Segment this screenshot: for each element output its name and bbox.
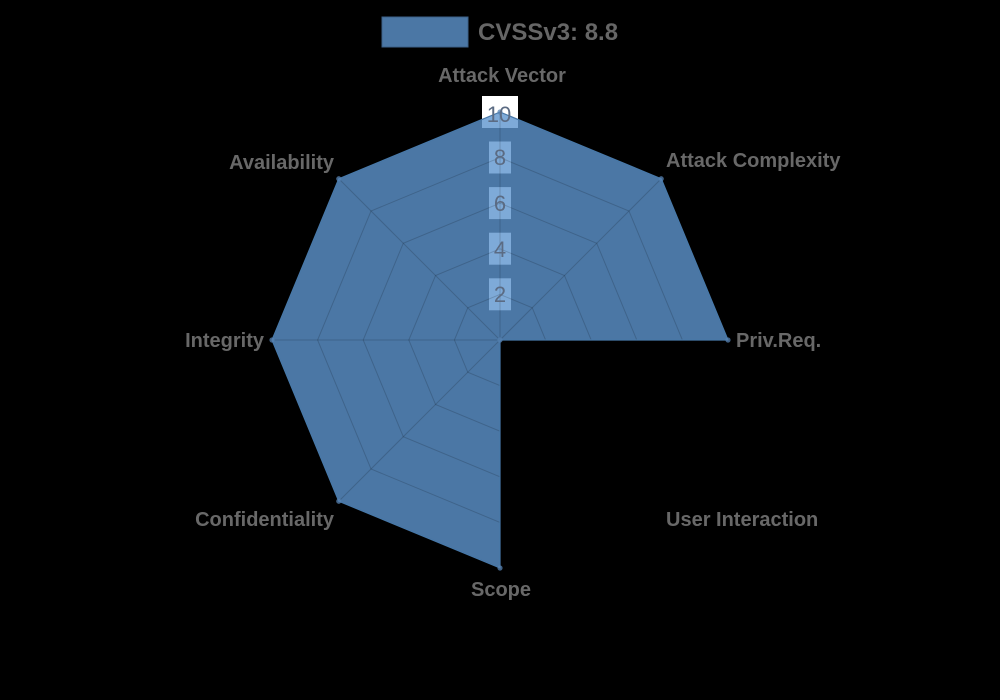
svg-text:8: 8 [494,145,506,170]
svg-text:Confidentiality: Confidentiality [195,509,335,531]
svg-text:Availability: Availability [229,152,335,174]
svg-text:4: 4 [494,237,506,262]
svg-text:Attack Vector: Attack Vector [438,65,566,87]
svg-text:Integrity: Integrity [185,330,265,352]
svg-text:2: 2 [494,282,506,307]
svg-text:Scope: Scope [471,579,531,601]
svg-text:Priv.Req.: Priv.Req. [736,330,821,352]
svg-text:Attack Complexity: Attack Complexity [666,150,841,172]
svg-text:CVSSv3: 8.8: CVSSv3: 8.8 [478,19,618,46]
svg-text:6: 6 [494,191,506,216]
svg-text:10: 10 [487,102,511,127]
svg-text:User Interaction: User Interaction [666,509,818,531]
